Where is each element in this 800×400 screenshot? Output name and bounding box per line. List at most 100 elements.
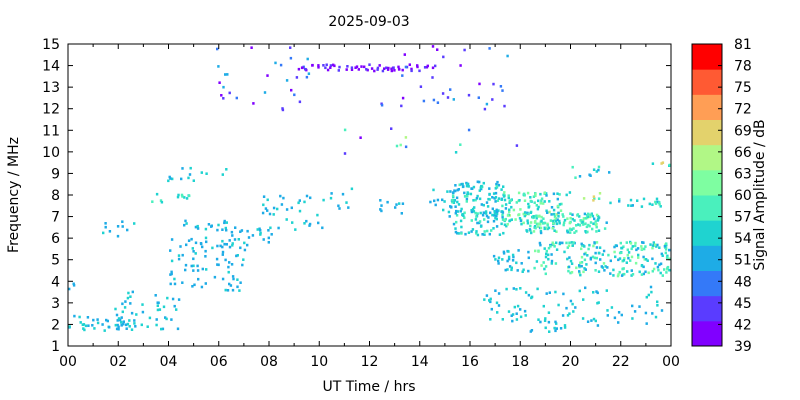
y-tick-label: 14 <box>42 59 60 75</box>
data-point <box>637 253 640 257</box>
data-point <box>451 198 454 202</box>
data-point <box>401 202 405 205</box>
data-point <box>398 68 401 71</box>
data-point <box>285 208 289 211</box>
data-point <box>582 223 585 226</box>
colorbar-tick-label: 81 <box>734 37 752 53</box>
data-point <box>652 241 655 244</box>
data-point <box>545 209 548 213</box>
data-point <box>625 241 628 244</box>
data-point <box>357 68 360 71</box>
data-point <box>91 324 94 327</box>
data-point <box>266 74 269 77</box>
data-point <box>101 323 104 326</box>
data-point <box>241 263 244 267</box>
colorbar-segment <box>692 94 722 120</box>
data-point <box>276 207 279 211</box>
data-point <box>543 200 546 203</box>
data-point <box>654 262 657 265</box>
data-point <box>592 317 596 321</box>
data-point <box>473 206 476 209</box>
data-point <box>298 209 302 213</box>
data-point <box>650 290 653 294</box>
data-point <box>668 248 671 252</box>
data-point <box>572 241 575 244</box>
data-point <box>593 256 596 260</box>
data-point <box>614 255 617 259</box>
data-point <box>466 194 469 198</box>
data-point <box>221 245 224 249</box>
data-point <box>460 182 463 186</box>
data-point <box>376 66 380 70</box>
data-point <box>493 211 497 215</box>
data-point <box>404 145 408 149</box>
data-point <box>462 185 465 188</box>
data-point <box>508 210 511 213</box>
data-point <box>124 300 127 303</box>
data-point <box>228 245 232 249</box>
data-point <box>188 194 191 198</box>
data-point <box>156 308 160 312</box>
data-point <box>177 193 180 197</box>
data-point <box>472 185 476 189</box>
data-point <box>492 192 496 195</box>
data-point <box>535 260 539 263</box>
data-point <box>216 228 219 232</box>
data-point <box>589 174 592 177</box>
data-point <box>169 249 172 252</box>
data-point <box>644 245 647 248</box>
data-point <box>515 261 518 265</box>
data-point <box>290 88 293 92</box>
data-point <box>640 273 644 276</box>
data-point <box>431 66 435 70</box>
data-point <box>488 187 491 190</box>
data-point <box>267 236 270 240</box>
data-point <box>597 165 601 169</box>
data-point <box>489 211 492 215</box>
data-point <box>512 255 515 259</box>
data-point <box>458 183 461 187</box>
data-point <box>205 172 208 175</box>
data-point <box>593 217 596 221</box>
data-point <box>552 208 556 212</box>
data-point <box>330 192 333 195</box>
data-point <box>617 258 620 262</box>
data-point <box>488 232 491 236</box>
data-point <box>490 307 493 311</box>
data-point <box>507 255 511 259</box>
data-point <box>170 318 173 321</box>
data-point <box>544 326 547 330</box>
data-point <box>496 199 500 202</box>
data-point <box>416 64 419 67</box>
data-point <box>184 219 187 223</box>
data-point <box>302 65 305 69</box>
data-point <box>655 197 659 201</box>
data-point <box>307 72 311 75</box>
data-point <box>656 300 659 304</box>
data-point <box>485 102 489 106</box>
data-point <box>216 244 219 248</box>
data-point <box>592 199 595 202</box>
colorbar-label: Signal Amplitude / dB <box>752 119 768 270</box>
data-point <box>187 239 191 242</box>
data-point <box>189 166 192 170</box>
data-point <box>266 209 269 212</box>
data-point <box>569 231 572 234</box>
data-point <box>595 246 599 249</box>
data-point <box>380 103 384 107</box>
data-point <box>568 221 571 225</box>
data-point <box>204 249 207 253</box>
data-point <box>544 272 547 276</box>
data-point <box>655 245 658 248</box>
data-point <box>470 219 473 222</box>
data-point <box>630 255 634 259</box>
data-point <box>457 232 460 235</box>
data-point <box>442 55 445 59</box>
data-point <box>547 246 551 250</box>
data-point <box>231 244 234 247</box>
data-point <box>545 192 548 195</box>
data-point <box>661 274 664 277</box>
data-point <box>156 301 159 304</box>
data-point <box>235 96 238 100</box>
data-point <box>116 234 120 238</box>
